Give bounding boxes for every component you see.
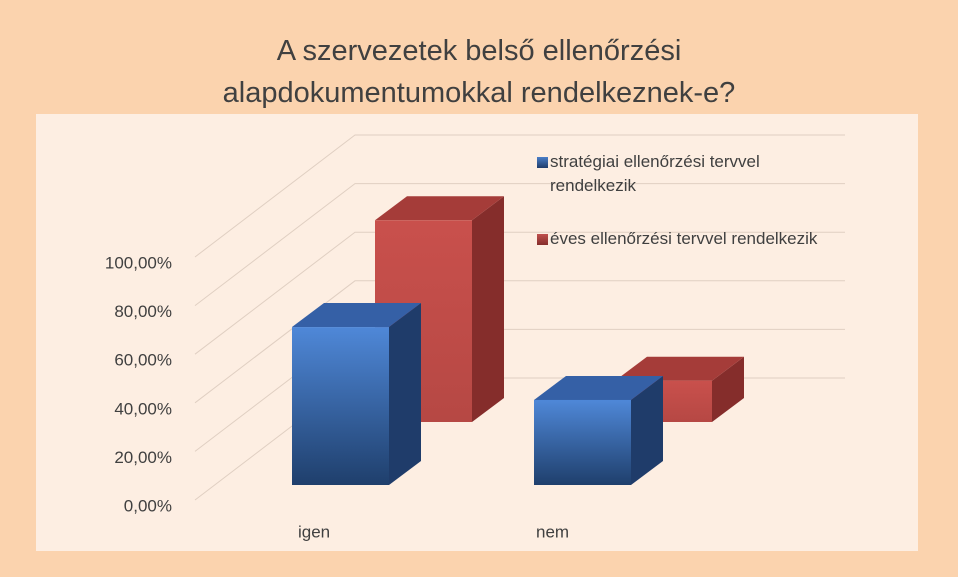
- legend-swatch: [537, 157, 548, 168]
- y-tick-label: 60,00%: [114, 351, 172, 370]
- grid-line: [194, 134, 845, 258]
- bar-front: [292, 327, 389, 485]
- x-tick-label: igen: [298, 522, 330, 541]
- chart-title: A szervezetek belső ellenőrzési alapdoku…: [222, 35, 736, 109]
- bar-top: [534, 375, 663, 400]
- bar: [292, 303, 421, 485]
- bar-top: [292, 303, 421, 328]
- legend-label: éves ellenőrzési tervvel rendelkezik: [550, 229, 818, 248]
- x-tick-label: nem: [536, 522, 569, 541]
- bar-side: [712, 356, 744, 422]
- grid-line: [194, 280, 845, 404]
- bar-side: [631, 375, 663, 485]
- y-tick-label: 80,00%: [114, 302, 172, 321]
- legend-swatch: [537, 234, 548, 245]
- legend-label: stratégiai ellenőrzési tervvel rendelkez…: [550, 152, 760, 195]
- y-tick-label: 100,00%: [105, 253, 172, 272]
- bar-side: [472, 196, 504, 422]
- y-tick-label: 0,00%: [124, 496, 172, 515]
- bar: [534, 375, 663, 485]
- bar-top: [615, 356, 744, 381]
- bar-front: [534, 399, 631, 485]
- bar-side: [389, 303, 421, 485]
- y-tick-label: 40,00%: [114, 399, 172, 418]
- bar-top: [375, 196, 504, 221]
- y-tick-label: 20,00%: [114, 448, 172, 467]
- grid-line: [194, 231, 845, 355]
- grid-line: [194, 183, 845, 306]
